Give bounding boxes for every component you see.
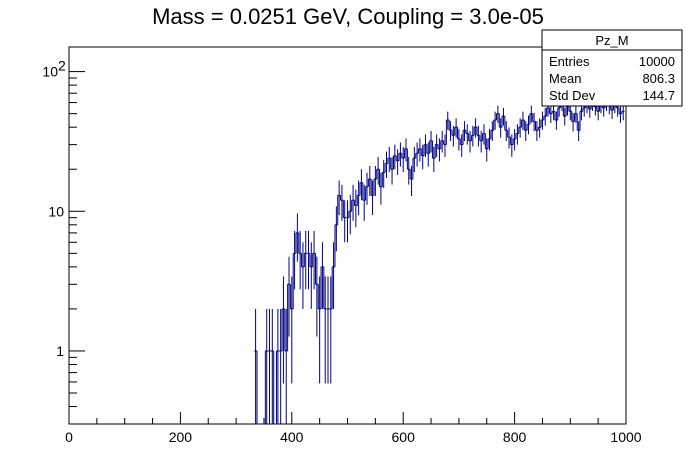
x-tick-label: 0 [65, 429, 73, 445]
stats-stddev-label: Std Dev [549, 88, 596, 103]
x-tick-label: 1000 [610, 429, 641, 445]
histogram-bins [254, 95, 625, 425]
x-tick-label: 400 [280, 429, 304, 445]
y-tick-exponent: 2 [58, 58, 66, 74]
x-tick-label: 200 [169, 429, 193, 445]
x-tick-label: 600 [392, 429, 416, 445]
stats-stddev-value: 144.7 [642, 88, 675, 103]
stats-mean-value: 806.3 [642, 71, 675, 86]
y-tick-label: 10 [42, 64, 58, 80]
stats-entries-value: 10000 [639, 54, 675, 69]
stats-box-title: Pz_M [595, 33, 628, 48]
x-axis: 0 200 400 600 800 1000 [65, 412, 642, 445]
stats-box: Pz_M Entries 10000 Mean 806.3 Std Dev 14… [541, 29, 683, 107]
x-tick-label: 800 [503, 429, 527, 445]
y-tick-label: 1 [56, 343, 64, 359]
stats-mean-label: Mean [549, 71, 582, 86]
y-tick-label: 10 [48, 203, 64, 219]
stats-entries-label: Entries [549, 54, 590, 69]
stats-box-frame [541, 29, 683, 107]
chart-title: Mass = 0.0251 GeV, Coupling = 3.0e-05 [152, 4, 544, 29]
